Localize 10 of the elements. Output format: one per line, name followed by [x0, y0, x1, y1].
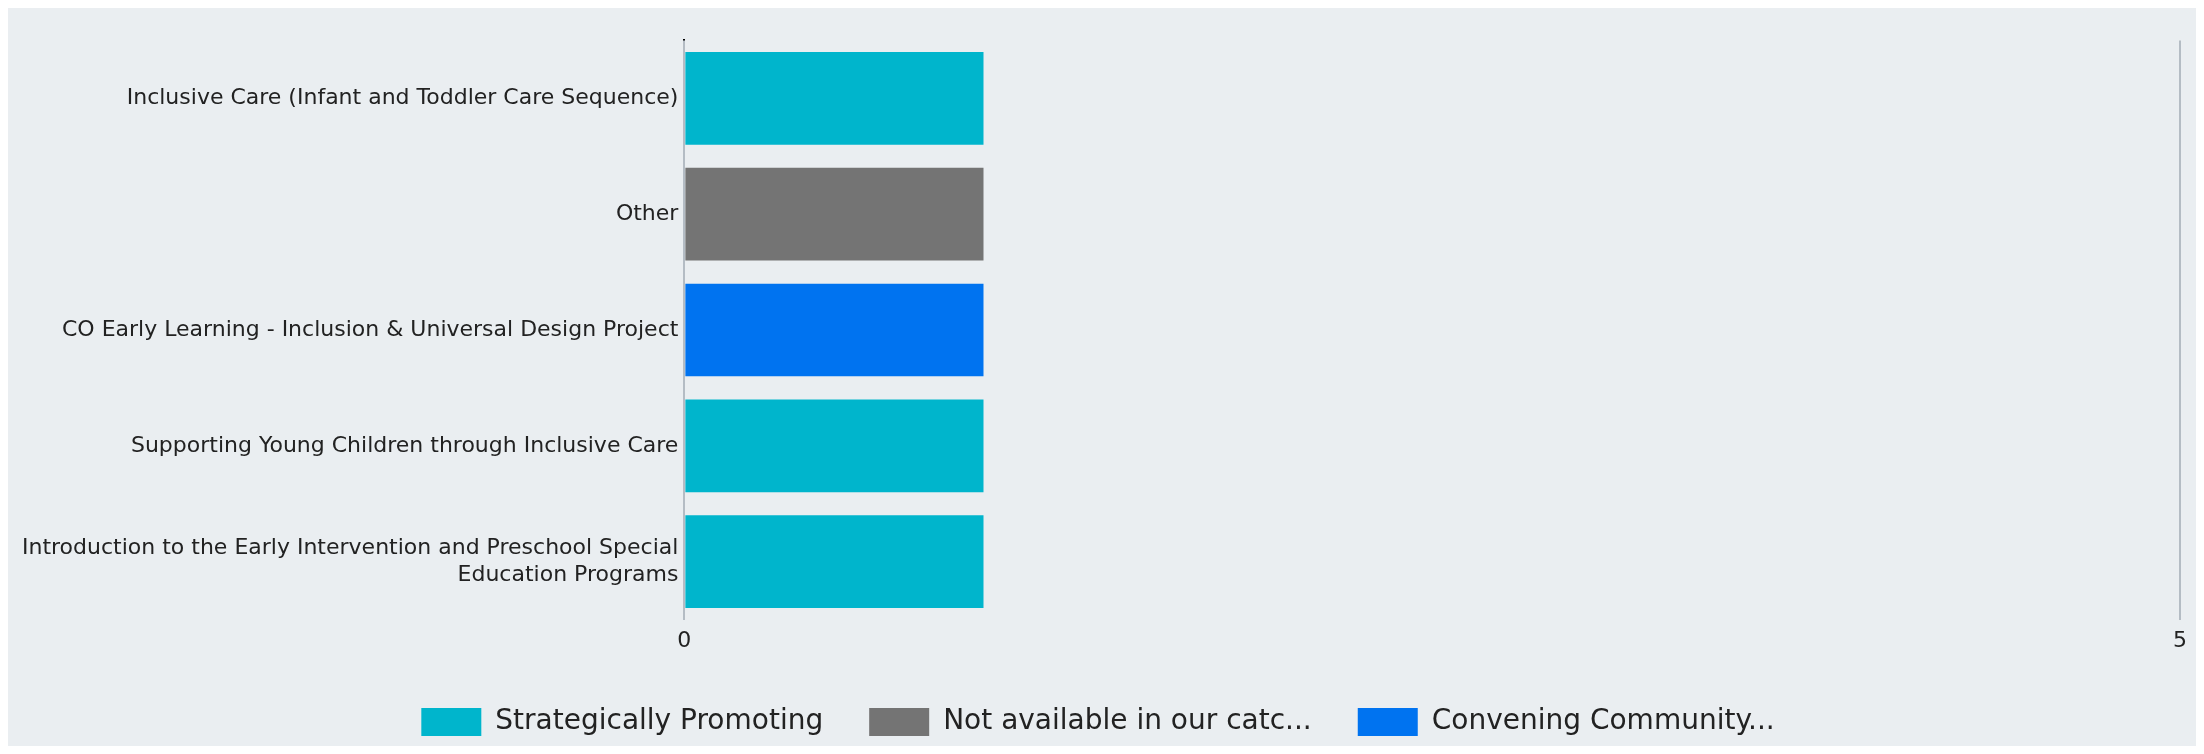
x-tick-label: 5 [2173, 626, 2187, 652]
y-tick-label: CO Early Learning - Inclusion & Universal Design Project [61, 315, 679, 341]
y-tick-label: Other [615, 199, 680, 225]
legend-label: Strategically Promoting [495, 703, 824, 737]
y-tick-label: Inclusive Care (Infant and Toddler Care Sequence) [126, 84, 679, 110]
legend-label: Convening Community... [1431, 703, 1775, 737]
legend-label: Not available in our catc... [943, 703, 1312, 737]
y-tick-label: Introduction to the Early Intervention and Preschool Special Education Programs [21, 534, 679, 586]
x-tick-label: 0 [677, 626, 692, 652]
y-tick-label: Supporting Young Children through Inclusive Care [130, 431, 679, 457]
